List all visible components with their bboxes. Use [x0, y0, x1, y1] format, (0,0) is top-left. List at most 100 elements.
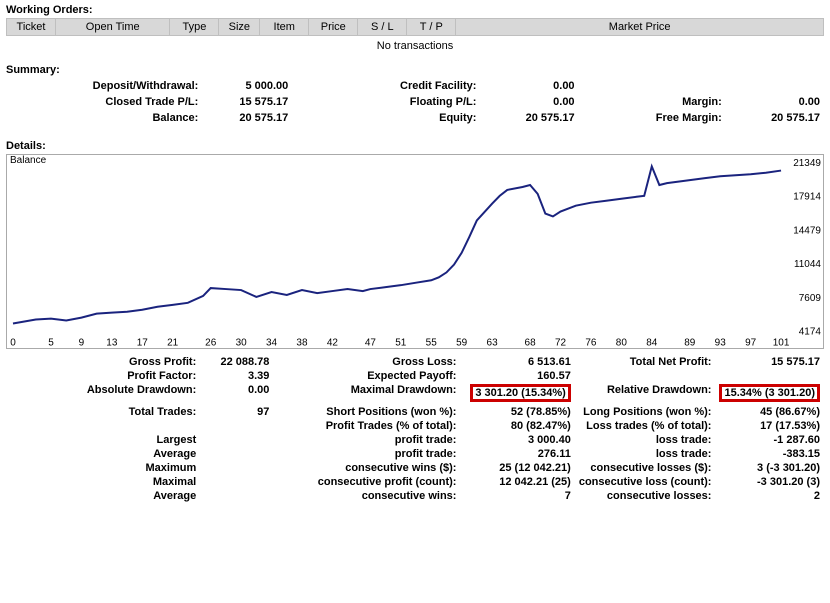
summary-table: Deposit/Withdrawal:5 000.00Credit Facili… — [6, 78, 824, 126]
summary-label: Deposit/Withdrawal: — [6, 78, 202, 94]
svg-text:34: 34 — [266, 338, 278, 349]
stat-label: loss trade: — [575, 433, 716, 447]
summary-label: Free Margin: — [579, 110, 726, 126]
stat-value: 97 — [200, 405, 273, 419]
stat-label: Maximal Drawdown: — [273, 383, 460, 403]
stat-value: 3 301.20 (15.34%) — [460, 383, 574, 403]
stat-value: 160.57 — [460, 369, 574, 383]
stat-label: Long Positions (won %): — [575, 405, 716, 419]
summary-value: 0.00 — [726, 94, 824, 110]
wo-col-type: Type — [170, 19, 219, 36]
wo-col-s-l: S / L — [358, 19, 407, 36]
stat-label: Maximum — [6, 461, 200, 475]
summary-label: Margin: — [579, 94, 726, 110]
svg-text:21: 21 — [167, 338, 179, 349]
summary-title: Summary: — [6, 64, 824, 76]
summary-value: 5 000.00 — [202, 78, 292, 94]
stat-value — [200, 489, 273, 503]
summary-value: 15 575.17 — [202, 94, 292, 110]
stat-value: -1 287.60 — [715, 433, 824, 447]
stat-value: 80 (82.47%) — [460, 419, 574, 433]
summary-value: 20 575.17 — [480, 110, 578, 126]
svg-text:59: 59 — [456, 338, 468, 349]
svg-text:30: 30 — [236, 338, 248, 349]
stat-value: 52 (78.85%) — [460, 405, 574, 419]
svg-text:0: 0 — [10, 338, 16, 349]
wo-col-t-p: T / P — [407, 19, 456, 36]
stat-label: consecutive profit (count): — [273, 475, 460, 489]
stat-label: Profit Factor: — [6, 369, 200, 383]
svg-text:84: 84 — [646, 338, 658, 349]
stat-label: consecutive losses: — [575, 489, 716, 503]
stat-label: loss trade: — [575, 447, 716, 461]
stat-value — [715, 369, 824, 383]
svg-text:4174: 4174 — [799, 327, 822, 338]
stat-value: -383.15 — [715, 447, 824, 461]
summary-value: 0.00 — [480, 94, 578, 110]
stat-label: Total Net Profit: — [575, 355, 716, 369]
stat-value: -3 301.20 (3) — [715, 475, 824, 489]
svg-text:21349: 21349 — [793, 158, 821, 169]
svg-text:17914: 17914 — [793, 192, 821, 203]
stat-value: 45 (86.67%) — [715, 405, 824, 419]
summary-label: Credit Facility: — [292, 78, 480, 94]
stat-value: 25 (12 042.21) — [460, 461, 574, 475]
working-orders-empty: No transactions — [6, 36, 824, 62]
stat-label: Average — [6, 489, 200, 503]
balance-chart: Balance 21349179141447911044760941740591… — [6, 154, 824, 349]
stat-label: Expected Payoff: — [273, 369, 460, 383]
svg-text:68: 68 — [525, 338, 537, 349]
stat-label: Total Trades: — [6, 405, 200, 419]
stat-label: profit trade: — [273, 433, 460, 447]
wo-col-price: Price — [309, 19, 358, 36]
svg-text:76: 76 — [585, 338, 597, 349]
stat-label: Gross Loss: — [273, 355, 460, 369]
highlight-box: 15.34% (3 301.20) — [719, 384, 820, 402]
stat-value: 2 — [715, 489, 824, 503]
chart-series-label: Balance — [9, 155, 47, 166]
stat-value — [200, 475, 273, 489]
svg-text:55: 55 — [426, 338, 438, 349]
summary-label: Equity: — [292, 110, 480, 126]
svg-text:7609: 7609 — [799, 293, 822, 304]
stat-label: profit trade: — [273, 447, 460, 461]
summary-value — [726, 78, 824, 94]
summary-value: 20 575.17 — [726, 110, 824, 126]
svg-text:72: 72 — [555, 338, 567, 349]
svg-text:63: 63 — [487, 338, 499, 349]
stat-value: 3.39 — [200, 369, 273, 383]
stat-value — [200, 419, 273, 433]
stat-label — [575, 369, 716, 383]
stat-value: 0.00 — [200, 383, 273, 403]
stat-value: 7 — [460, 489, 574, 503]
stat-value — [200, 433, 273, 447]
svg-text:11044: 11044 — [794, 259, 821, 270]
svg-text:13: 13 — [106, 338, 118, 349]
highlight-box: 3 301.20 (15.34%) — [470, 384, 571, 402]
stat-label — [6, 419, 200, 433]
svg-text:17: 17 — [137, 338, 149, 349]
svg-text:47: 47 — [365, 338, 377, 349]
stat-label: Short Positions (won %): — [273, 405, 460, 419]
svg-text:80: 80 — [616, 338, 628, 349]
svg-text:5: 5 — [48, 338, 54, 349]
stat-value: 15.34% (3 301.20) — [715, 383, 824, 403]
stat-value: 6 513.61 — [460, 355, 574, 369]
svg-text:42: 42 — [327, 338, 339, 349]
stat-label: consecutive losses ($): — [575, 461, 716, 475]
stat-value: 17 (17.53%) — [715, 419, 824, 433]
svg-text:93: 93 — [715, 338, 727, 349]
svg-text:14479: 14479 — [793, 225, 821, 236]
stat-value — [200, 461, 273, 475]
wo-col-market-price: Market Price — [456, 19, 824, 36]
stat-label: Profit Trades (% of total): — [273, 419, 460, 433]
summary-value: 20 575.17 — [202, 110, 292, 126]
svg-text:97: 97 — [745, 338, 757, 349]
stats-table: Gross Profit:22 088.78Gross Loss:6 513.6… — [6, 355, 824, 503]
svg-text:9: 9 — [79, 338, 85, 349]
stat-label: Relative Drawdown: — [575, 383, 716, 403]
stat-value — [200, 447, 273, 461]
stat-label: consecutive loss (count): — [575, 475, 716, 489]
wo-col-ticket: Ticket — [7, 19, 56, 36]
summary-label: Floating P/L: — [292, 94, 480, 110]
